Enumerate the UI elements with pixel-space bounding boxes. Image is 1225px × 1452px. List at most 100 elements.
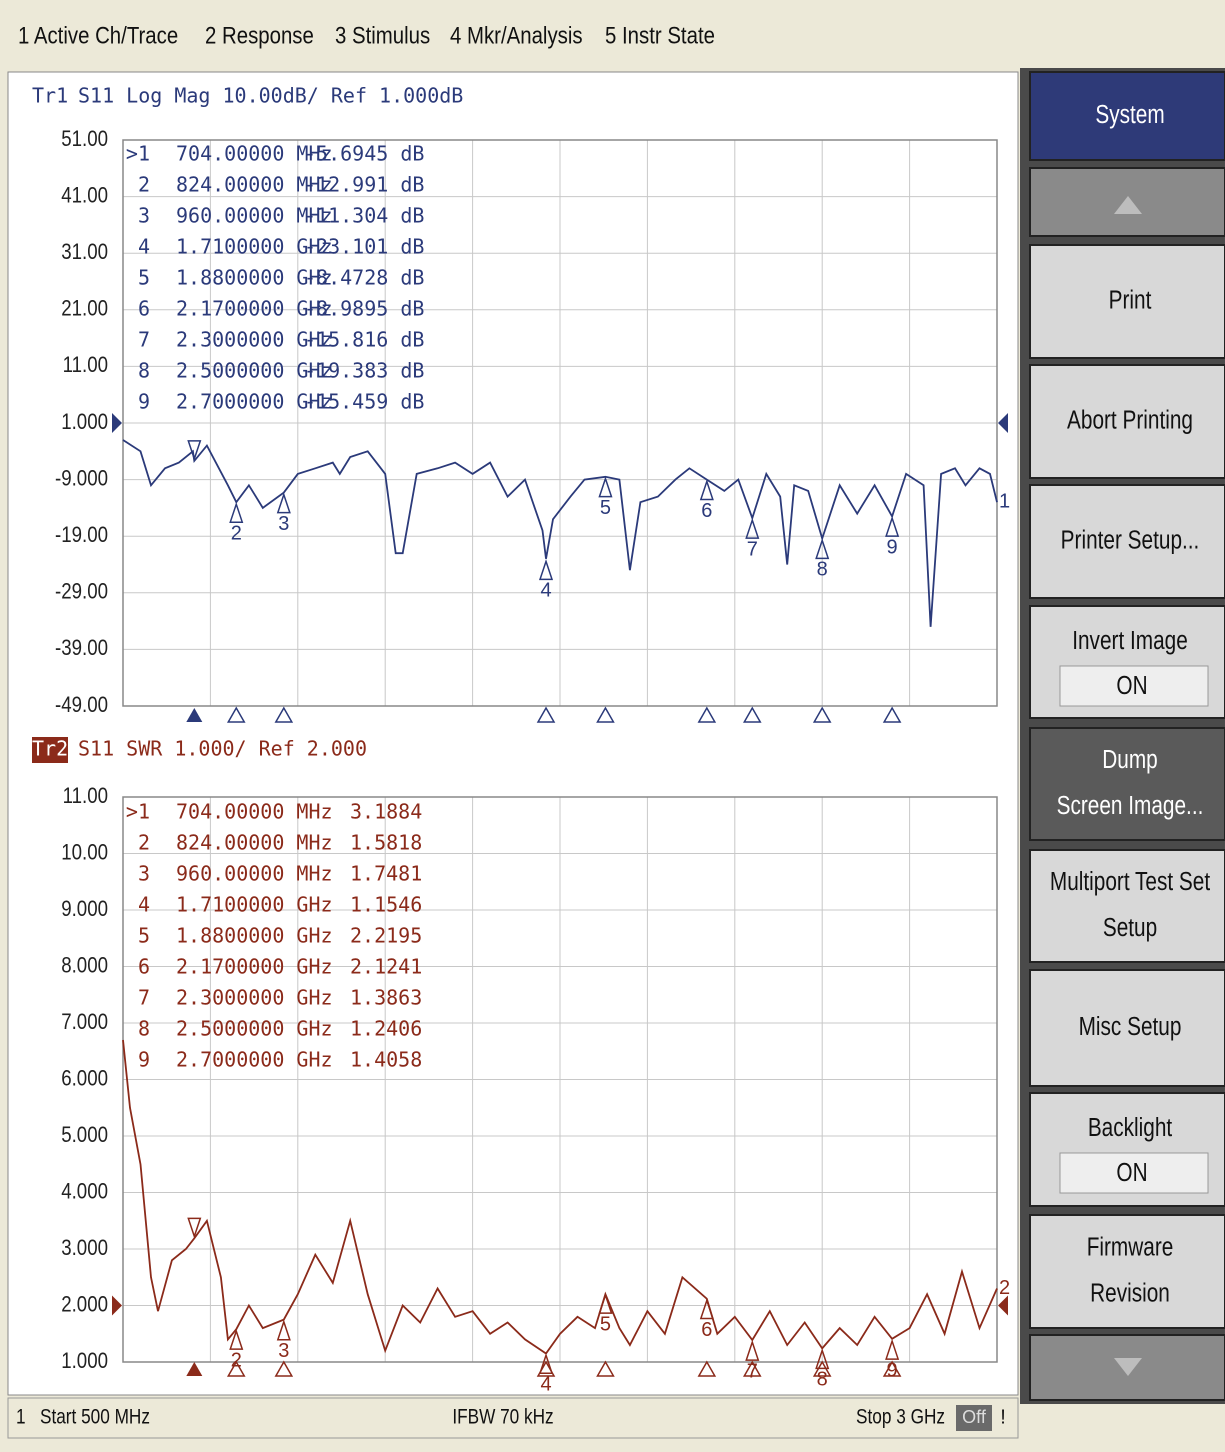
softkey-frame[interactable] [1029,484,1225,599]
marker-indicator [882,1360,902,1377]
softkey-label[interactable]: Multiport Test Set [1050,867,1211,896]
marker-value: 3.1884 [350,800,422,824]
marker-trace-number: 6 [701,500,712,522]
marker-trace-number: 5 [600,1313,611,1335]
trace-number: 1 [999,491,1010,513]
softkey-label[interactable]: Backlight [1088,1113,1173,1142]
marker-number: 6 [138,955,150,979]
marker [276,1319,291,1341]
softkey-frame[interactable] [1029,364,1225,479]
softkey-frame[interactable] [1029,849,1225,963]
marker-stimulus: 1.7100000 GHz [176,893,333,917]
marker-trace-number: 4 [540,1374,551,1396]
y-tick-label: 11.00 [63,784,108,808]
marker-number: 6 [138,297,150,321]
scroll-down[interactable] [1114,1358,1142,1376]
reference-arrow [112,1295,122,1316]
softkey-frame[interactable] [1029,727,1225,841]
y-tick-label: -19.00 [55,524,108,548]
softkey-label[interactable]: Misc Setup [1079,1012,1182,1041]
marker-value: 1.2406 [350,1017,422,1041]
y-tick-label: -9.000 [55,467,108,491]
marker-trace-number: 3 [278,513,289,535]
status-channel: 1 [16,1406,26,1429]
softkey-label[interactable]: Print [1109,285,1152,314]
y-tick-label: 3.000 [61,1236,108,1260]
marker-stimulus: 824.00000 MHz [176,831,333,855]
y-tick-label: 1.000 [61,1349,108,1373]
softkey-frame[interactable] [1029,969,1225,1087]
marker-stimulus: 2.7000000 GHz [176,1048,333,1072]
marker-stimulus: 1.7100000 GHz [176,235,333,259]
marker-trace-number: 2 [231,522,242,544]
active-trace-badge [32,737,68,763]
softkey-label[interactable]: Firmware [1087,1232,1174,1261]
marker-number: 3 [138,204,150,228]
status-stop: Stop 3 GHz [856,1406,945,1429]
trace-format: S11 Log Mag 10.00dB/ Ref 1.000dB [78,84,463,108]
marker-stimulus: 2.7000000 GHz [176,390,333,414]
marker [745,1339,760,1361]
y-tick-label: 10.00 [61,841,108,865]
menu-item[interactable]: 2 Response [205,22,314,49]
softkey-frame[interactable] [1029,244,1225,359]
scroll-up[interactable] [1114,196,1142,214]
marker-trace-number: 2 [231,1349,242,1371]
menu-item[interactable]: 3 Stimulus [335,22,430,49]
marker-number: 9 [138,1048,150,1072]
y-tick-label: 51.00 [61,127,108,151]
marker-value: -15.816 dB [304,328,424,352]
marker-value: -19.383 dB [304,359,424,383]
softkey-state: ON [1116,671,1147,700]
marker-value: 1.7481 [350,862,422,886]
marker-indicator [596,1360,615,1377]
marker-trace-number: 4 [540,580,551,602]
softkey-label[interactable]: Setup [1103,913,1157,942]
menu-item[interactable]: 1 Active Ch/Trace [18,22,178,49]
y-tick-label: 2.000 [61,1293,108,1317]
marker [229,1328,244,1350]
marker-number: 3 [138,862,150,886]
marker-number: 7 [138,986,150,1010]
marker-value: -8.9895 dB [304,297,424,321]
softkey-label[interactable]: Printer Setup... [1061,525,1200,554]
y-tick-label: -39.00 [55,637,108,661]
softkey-frame [1029,71,1225,161]
marker-number: 8 [138,359,150,383]
marker-value: -12.991 dB [304,173,424,197]
marker-indicator [186,1362,203,1376]
marker-indicator [226,1360,246,1377]
trace-label: Tr2 [32,737,68,761]
menu-item[interactable]: 4 Mkr/Analysis [450,22,583,49]
marker-indicator [697,706,717,723]
y-tick-label: 8.000 [61,954,108,978]
softkey-frame[interactable] [1029,1214,1225,1329]
marker [815,537,830,560]
marker [276,492,291,514]
softkey-label[interactable]: Abort Printing [1067,405,1193,434]
softkey-label[interactable]: Screen Image... [1057,791,1204,820]
marker-trace-number: 8 [817,559,828,581]
status-ifbw: IFBW 70 kHz [452,1406,553,1429]
softkey-label[interactable]: Invert Image [1072,626,1188,655]
softkey-label[interactable]: Dump [1102,745,1157,774]
marker-number: 4 [138,235,150,259]
marker-number: >1 [126,142,150,166]
marker-stimulus: 2.5000000 GHz [176,359,333,383]
marker-value: -23.101 dB [304,235,424,259]
marker [885,515,900,537]
softkey-label: System [1095,100,1164,129]
y-tick-label: -29.00 [55,580,108,604]
marker-value: 1.1546 [350,893,422,917]
marker-trace-number: 7 [747,1360,758,1382]
softkey-state: ON [1116,1158,1147,1187]
softkey-label[interactable]: Revision [1090,1278,1170,1307]
y-tick-label: 11.00 [63,354,108,378]
trace-format: S11 SWR 1.000/ Ref 2.000 [78,737,367,761]
softkey-state-box [1059,665,1209,707]
softkey-state-box [1059,1152,1209,1194]
marker-stimulus: 704.00000 MHz [176,142,333,166]
menu-item[interactable]: 5 Instr State [605,22,715,49]
marker-stimulus: 2.1700000 GHz [176,955,333,979]
marker-number: 9 [138,390,150,414]
